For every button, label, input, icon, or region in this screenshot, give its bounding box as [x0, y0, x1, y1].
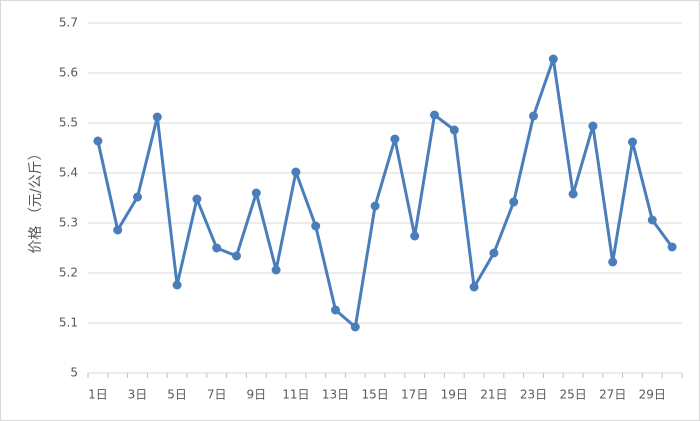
data-point [509, 197, 519, 207]
y-tick-label: 5.2 [59, 266, 78, 280]
data-point [628, 137, 637, 147]
data-point [311, 221, 321, 231]
data-point [232, 251, 241, 261]
data-point [251, 188, 261, 198]
data-point [331, 305, 340, 315]
x-tick-label: 25日 [559, 388, 586, 402]
y-tick-label: 5.1 [59, 316, 78, 330]
data-point [568, 189, 578, 199]
data-point [647, 215, 657, 225]
x-tick-label: 1日 [88, 388, 108, 402]
x-tick-label: 7日 [207, 388, 227, 402]
data-point [271, 265, 281, 275]
x-tick-label: 5日 [167, 388, 187, 402]
data-point [172, 280, 182, 290]
data-point [588, 121, 598, 131]
y-tick-label: 5.5 [59, 116, 78, 130]
y-tick-label: 5.6 [59, 66, 78, 80]
data-point [667, 242, 677, 252]
x-tick-label: 27日 [599, 388, 626, 402]
data-point [370, 201, 380, 211]
data-point [529, 111, 538, 121]
data-point [410, 231, 420, 241]
y-tick-label: 5 [70, 366, 78, 380]
data-point [350, 322, 360, 332]
data-line [96, 57, 674, 329]
x-tick-label: 15日 [361, 388, 388, 402]
x-tick-label: 29日 [639, 388, 666, 402]
data-point [430, 110, 439, 120]
x-tick-label: 11日 [282, 388, 309, 402]
data-point [113, 225, 123, 235]
x-tick-label: 23日 [520, 388, 547, 402]
data-point [212, 243, 222, 253]
y-tick-label: 5.4 [59, 166, 78, 180]
data-point [608, 257, 618, 267]
data-point [449, 125, 459, 135]
data-point [93, 136, 103, 146]
x-tick-label: 21日 [480, 388, 507, 402]
x-tick-label: 19日 [441, 388, 468, 402]
data-point [548, 54, 558, 64]
y-tick-label: 5.7 [59, 16, 78, 30]
x-tick-label: 9日 [246, 388, 266, 402]
data-point [133, 192, 142, 202]
x-tick-label: 13日 [322, 388, 349, 402]
y-tick-label: 5.3 [59, 216, 78, 230]
x-tick-label: 17日 [401, 388, 428, 402]
data-point [192, 194, 202, 204]
data-point [152, 112, 162, 122]
y-axis-label: 价格 （元/公斤） [28, 146, 44, 253]
data-point [291, 167, 301, 177]
x-tick-label: 3日 [128, 388, 148, 402]
data-point [469, 282, 479, 292]
data-point [489, 248, 499, 258]
data-point [390, 134, 400, 144]
